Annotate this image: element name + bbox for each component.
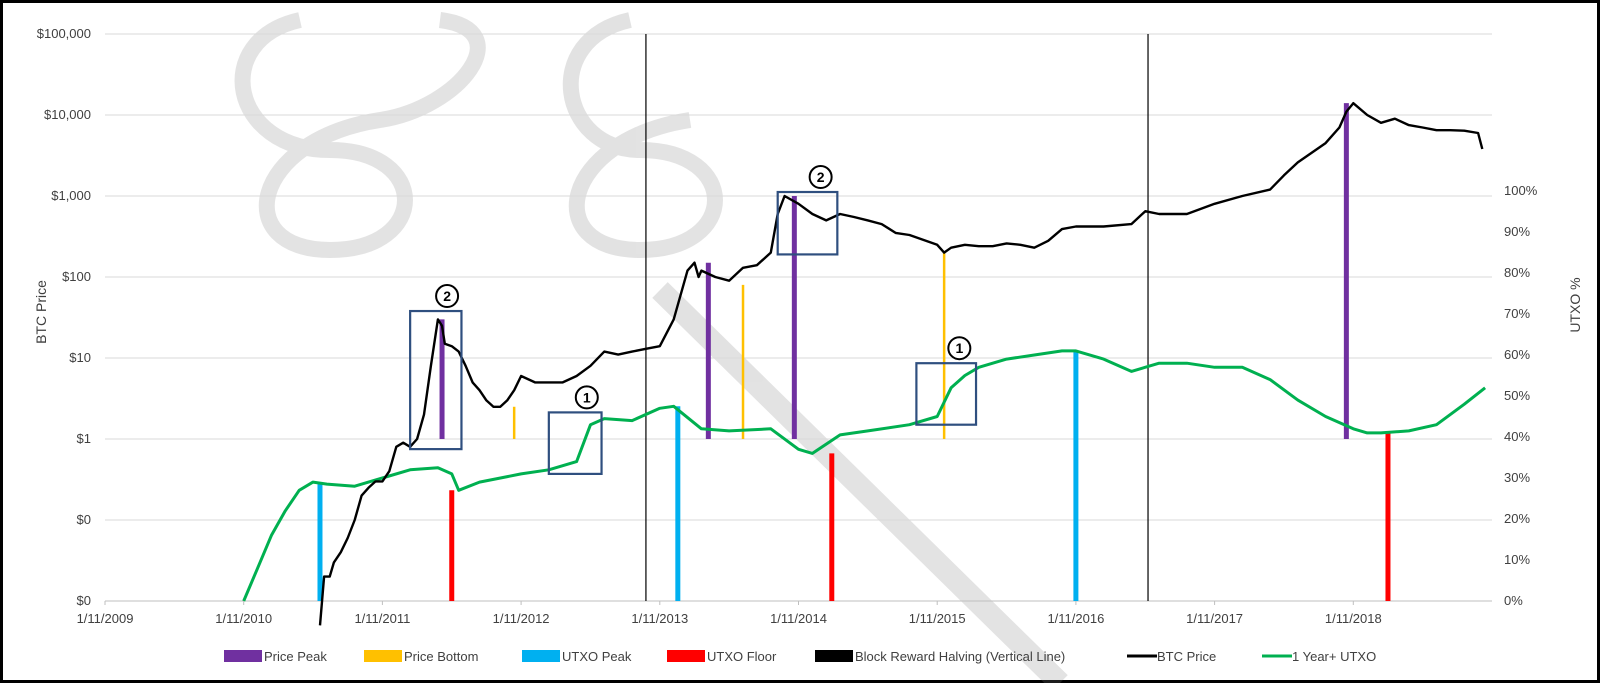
annotation-circle bbox=[947, 336, 972, 361]
x-axis-ticks: 1/11/2009 1/11/2010 1/11/2011 1/11/2012 1/11… bbox=[77, 601, 1382, 626]
legend-label: Price Bottom bbox=[404, 649, 478, 664]
right-tick-label: 100% bbox=[1504, 183, 1538, 198]
left-tick-label: $10 bbox=[69, 350, 91, 365]
event-markers bbox=[317, 103, 1391, 601]
x-tick-label: 1/11/2010 bbox=[215, 611, 272, 626]
legend-swatch bbox=[667, 650, 705, 662]
annotation-number: 2 bbox=[817, 169, 825, 185]
legend-label: UTXO Peak bbox=[562, 649, 632, 664]
x-tick-label: 1/11/2018 bbox=[1325, 611, 1382, 626]
annotation-circle bbox=[808, 165, 833, 190]
legend-swatch bbox=[815, 650, 853, 662]
highlight-box bbox=[776, 190, 839, 256]
right-tick-label: 50% bbox=[1504, 388, 1530, 403]
watermark-swirl-left bbox=[234, 12, 486, 259]
watermark-swirl-right bbox=[562, 12, 723, 259]
legend: Price Peak Price Bottom UTXO Peak UTXO Floo… bbox=[224, 649, 1376, 664]
x-tick-label: 1/11/2012 bbox=[493, 611, 550, 626]
left-tick-label: $0 bbox=[77, 512, 91, 527]
left-tick-label: $1 bbox=[77, 431, 91, 446]
right-tick-label: 60% bbox=[1504, 347, 1530, 362]
legend-label: UTXO Floor bbox=[707, 649, 777, 664]
legend-label: Block Reward Halving (Vertical Line) bbox=[855, 649, 1065, 664]
left-tick-label: $0 bbox=[77, 593, 91, 608]
right-tick-label: 30% bbox=[1504, 470, 1530, 485]
left-axis-ticks: $0 $0 $1 $10 $100 $1,000 $10,000 $100,000 bbox=[37, 26, 91, 608]
x-tick-label: 1/11/2017 bbox=[1186, 611, 1243, 626]
annotation-circle bbox=[574, 385, 599, 410]
right-tick-label: 40% bbox=[1504, 429, 1530, 444]
right-tick-label: 80% bbox=[1504, 265, 1530, 280]
btc-price-series-line bbox=[318, 102, 1484, 626]
highlight-box bbox=[547, 411, 603, 475]
right-tick-label: 90% bbox=[1504, 224, 1530, 239]
annotation-number: 2 bbox=[443, 288, 451, 304]
left-tick-label: $100,000 bbox=[37, 26, 91, 41]
highlight-box bbox=[409, 309, 463, 451]
x-tick-label: 1/11/2015 bbox=[909, 611, 966, 626]
left-axis-title: BTC Price bbox=[33, 280, 49, 344]
right-tick-label: 0% bbox=[1504, 593, 1523, 608]
x-tick-label: 1/11/2009 bbox=[77, 611, 134, 626]
right-tick-label: 70% bbox=[1504, 306, 1530, 321]
right-axis-title: UTXO % bbox=[1567, 277, 1583, 332]
gridlines bbox=[105, 33, 1492, 602]
utxo-series-line bbox=[242, 349, 1487, 602]
left-tick-label: $1,000 bbox=[51, 188, 91, 203]
watermark bbox=[234, 12, 1068, 683]
legend-swatch bbox=[224, 650, 262, 662]
left-tick-label: $10,000 bbox=[44, 107, 91, 122]
legend-swatch bbox=[522, 650, 560, 662]
watermark-band bbox=[652, 282, 1068, 683]
right-tick-label: 10% bbox=[1504, 552, 1530, 567]
annotation-number: 1 bbox=[955, 340, 963, 356]
x-tick-label: 1/11/2011 bbox=[354, 611, 410, 626]
highlight-box bbox=[915, 362, 978, 426]
annotation-number: 1 bbox=[583, 389, 591, 405]
left-tick-label: $100 bbox=[62, 269, 91, 284]
annotation-circle bbox=[435, 284, 460, 309]
legend-swatch bbox=[364, 650, 402, 662]
right-axis-ticks: 0% 10% 20% 30% 40% 50% 60% 70% 80% 90% 100% bbox=[1504, 183, 1538, 608]
legend-label: Price Peak bbox=[264, 649, 327, 664]
x-tick-label: 1/11/2014 bbox=[770, 611, 827, 626]
right-tick-label: 20% bbox=[1504, 511, 1530, 526]
legend-label: 1 Year+ UTXO bbox=[1292, 649, 1376, 664]
halving-lines bbox=[645, 34, 1149, 601]
highlight-boxes: 2 1 2 1 bbox=[409, 165, 978, 475]
x-tick-label: 1/11/2013 bbox=[631, 611, 688, 626]
legend-label: BTC Price bbox=[1157, 649, 1216, 664]
x-tick-label: 1/11/2016 bbox=[1047, 611, 1104, 626]
